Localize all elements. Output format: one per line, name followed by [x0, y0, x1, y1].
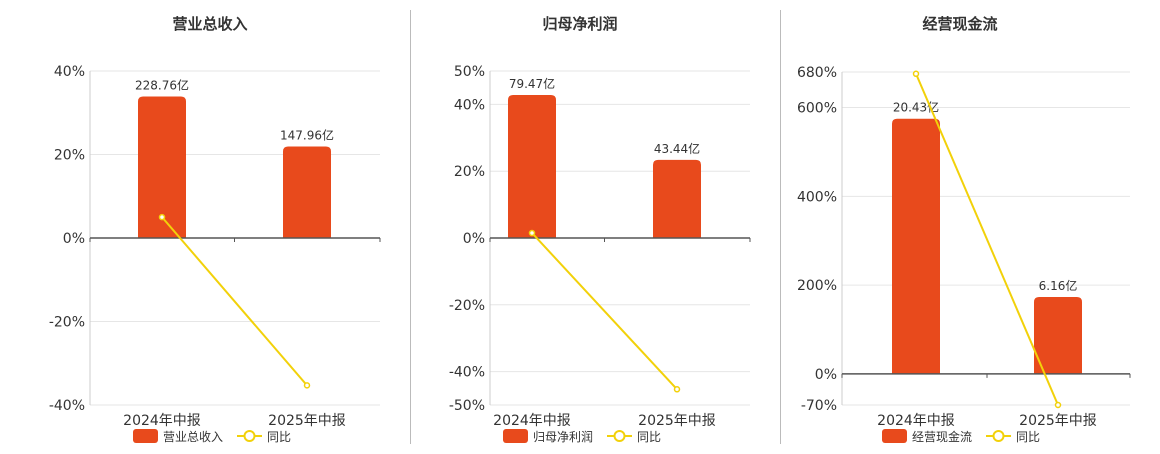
yoy-point	[912, 70, 920, 78]
yoy-point	[303, 382, 311, 389]
legend-bar-swatch	[133, 429, 158, 443]
y-tick-label: 680%	[797, 65, 837, 81]
x-tick-label: 2024年中报	[493, 413, 571, 429]
bar-value-label: 147.96亿	[280, 127, 334, 142]
legend-bar-label: 经营现金流	[912, 429, 972, 444]
panel-divider	[410, 10, 411, 444]
x-tick-label: 2025年中报	[268, 413, 346, 429]
legend-line-marker	[243, 430, 256, 442]
bar-value-label: 43.44亿	[654, 141, 700, 156]
y-tick-label: -70%	[801, 398, 837, 414]
legend-bar-label: 归母净利润	[533, 430, 593, 444]
legend: 营业总收入 同比	[133, 429, 291, 444]
bar-value-label: 6.16亿	[1039, 278, 1078, 293]
y-tick-label: 20%	[454, 164, 485, 180]
bar-value-label: 20.43亿	[893, 100, 939, 115]
y-tick-label: 20%	[54, 148, 85, 164]
y-tick-label: 40%	[454, 97, 485, 113]
yoy-point	[158, 213, 166, 221]
chart-title: 归母净利润	[542, 15, 617, 33]
y-tick-label: 40%	[54, 64, 85, 80]
legend: 归母净利润 同比	[503, 429, 661, 444]
y-tick-label: 200%	[797, 278, 837, 294]
y-tick-label: 600%	[797, 101, 837, 117]
chart-title: 营业总收入	[172, 15, 247, 33]
yoy-line	[531, 232, 678, 390]
y-tick-label: -20%	[449, 298, 485, 314]
bar	[283, 146, 331, 238]
bar	[1034, 296, 1082, 374]
bar-value-label: 79.47亿	[509, 76, 555, 91]
revenue-chart: 营业总收入 40% 20% 0% -20% -40% 228.76亿 147.96亿 2024年…	[49, 15, 381, 444]
x-tick-label: 2025年中报	[1019, 413, 1097, 429]
bar	[508, 94, 556, 238]
panel-divider	[780, 10, 781, 444]
legend: 经营现金流 同比	[882, 429, 1040, 444]
legend-bar-swatch	[882, 429, 907, 443]
cash-flow-chart: 经营现金流 680% 600% 400% 200% 0% -70% 20.43亿 6.16亿 20…	[797, 15, 1131, 444]
legend-line-label: 同比	[637, 430, 661, 444]
x-tick-label: 2024年中报	[123, 413, 201, 429]
y-tick-label: 0%	[815, 367, 837, 383]
bar-value-label: 228.76亿	[135, 78, 189, 93]
yoy-point	[1054, 401, 1062, 409]
legend-line-marker	[992, 430, 1005, 442]
legend-line-label: 同比	[1016, 430, 1040, 444]
bar	[653, 159, 701, 238]
legend-bar-label: 营业总收入	[163, 430, 223, 444]
yoy-line	[915, 73, 1059, 406]
yoy-line	[161, 216, 308, 387]
x-tick-label: 2025年中报	[638, 413, 716, 429]
y-tick-label: -40%	[49, 398, 85, 414]
legend-line-marker	[613, 430, 626, 442]
chart-panel-cash-flow: 经营现金流 680% 600% 400% 200% 0% -70% 20.43亿 6.16亿 20…	[780, 0, 1160, 450]
yoy-point	[673, 386, 681, 393]
legend-bar-swatch	[503, 429, 528, 443]
y-tick-label: 400%	[797, 189, 837, 205]
y-tick-label: -50%	[449, 398, 485, 414]
bar	[892, 118, 940, 374]
y-tick-label: 0%	[63, 231, 85, 247]
chart-panel-revenue: 营业总收入 40% 20% 0% -20% -40% 228.76亿 147.96亿 2024年…	[0, 0, 400, 450]
y-tick-label: -40%	[449, 365, 485, 381]
y-tick-label: -20%	[49, 315, 85, 331]
bar	[138, 96, 186, 238]
chart-title: 经营现金流	[922, 15, 997, 33]
x-tick-label: 2024年中报	[877, 413, 955, 429]
legend-line-label: 同比	[267, 430, 291, 444]
net-profit-chart: 归母净利润 50% 40% 20% 0% -20% -40% -50% 79.47亿 43.44亿…	[449, 15, 751, 444]
chart-panel-net-profit: 归母净利润 50% 40% 20% 0% -20% -40% -50% 79.47亿 43.44亿…	[400, 0, 780, 450]
yoy-point	[528, 229, 536, 237]
y-tick-label: 0%	[463, 231, 485, 247]
y-tick-label: 50%	[454, 64, 485, 80]
